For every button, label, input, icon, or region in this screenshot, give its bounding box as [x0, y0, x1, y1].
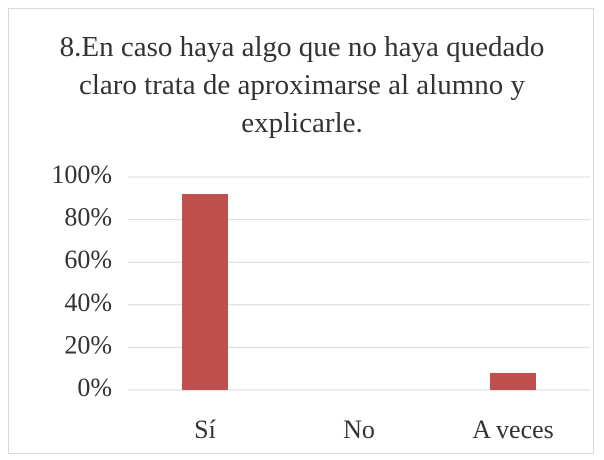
y-tick-label: 0% [77, 373, 112, 402]
y-tick-label: 60% [64, 245, 112, 274]
bar [182, 194, 228, 390]
chart-frame [8, 8, 594, 454]
chart-title: 8.En caso haya algo que no haya quedado … [59, 31, 545, 139]
x-tick-label: A veces [472, 415, 554, 444]
bar [490, 372, 536, 390]
y-tick-label: 80% [64, 203, 112, 232]
y-tick-label: 100% [51, 160, 112, 189]
x-tick-label: Sí [194, 415, 216, 444]
x-tick-label: No [343, 415, 375, 444]
y-tick-label: 20% [64, 330, 112, 359]
y-tick-label: 40% [64, 288, 112, 317]
